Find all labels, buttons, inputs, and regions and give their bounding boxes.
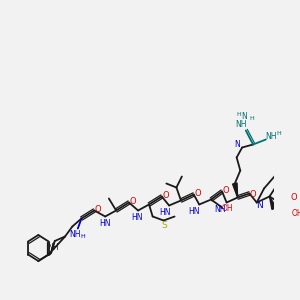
- Text: NH: NH: [236, 120, 247, 129]
- Text: HN: HN: [160, 208, 171, 217]
- Text: NH: NH: [214, 205, 226, 214]
- Text: O: O: [291, 193, 298, 202]
- Text: H: H: [249, 116, 254, 121]
- Text: O: O: [222, 186, 229, 195]
- Text: O: O: [250, 190, 256, 199]
- Text: H: H: [80, 234, 85, 239]
- Text: NH: NH: [266, 132, 277, 141]
- Text: H: H: [276, 131, 281, 136]
- Text: OH: OH: [222, 204, 233, 213]
- Text: H: H: [236, 112, 241, 117]
- Text: O: O: [194, 189, 201, 198]
- Text: NH: NH: [47, 244, 59, 253]
- Text: NH: NH: [69, 230, 81, 239]
- Text: OH: OH: [292, 209, 300, 218]
- Text: O: O: [94, 205, 101, 214]
- Text: O: O: [162, 191, 169, 200]
- Polygon shape: [269, 196, 276, 209]
- Text: N: N: [256, 201, 263, 210]
- Text: HN: HN: [131, 213, 143, 222]
- Text: N: N: [241, 112, 247, 121]
- Text: HN: HN: [188, 207, 200, 216]
- Text: N: N: [234, 140, 239, 149]
- Text: O: O: [129, 197, 136, 206]
- Text: HN: HN: [100, 219, 111, 228]
- Text: S: S: [162, 221, 167, 230]
- Polygon shape: [232, 183, 238, 197]
